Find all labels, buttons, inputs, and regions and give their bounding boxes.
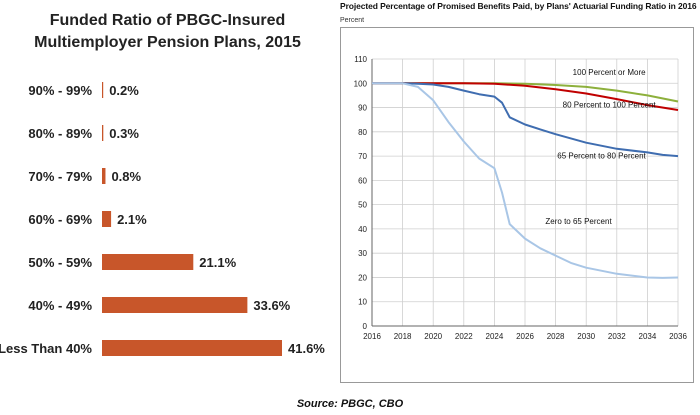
series-label-65-to-80-percent: 65 Percent to 80 Percent <box>557 152 646 161</box>
series-line-65-to-80-percent <box>372 82 679 158</box>
y-tick-label: 10 <box>358 298 367 307</box>
y-tick-label: 80 <box>358 128 367 137</box>
bar <box>102 168 106 184</box>
x-tick-label: 2026 <box>516 332 534 341</box>
x-tick-label: 2036 <box>669 332 687 341</box>
y-tick-label: 50 <box>358 201 367 210</box>
x-tick-label: 2022 <box>455 332 473 341</box>
bar <box>102 254 194 270</box>
x-tick-label: 2034 <box>639 332 657 341</box>
line-chart-y-axis-label: Percent <box>340 17 365 24</box>
bar-category-label: 80% - 89% <box>28 126 92 141</box>
series-label-100-percent-or-more: 100 Percent or More <box>573 68 646 77</box>
bar <box>102 82 104 98</box>
x-tick-label: 2030 <box>577 332 595 341</box>
bar <box>102 340 282 356</box>
bar-chart-title-line2: Multiemployer Pension Plans, 2015 <box>34 34 301 51</box>
y-tick-label: 90 <box>358 104 367 113</box>
series-line-zero-to-65-percent <box>372 82 679 279</box>
bar-category-label: 90% - 99% <box>28 83 92 98</box>
bar-value-label: 0.3% <box>109 126 139 141</box>
x-tick-label: 2020 <box>424 332 442 341</box>
bar-category-label: 70% - 79% <box>28 169 92 184</box>
bar-category-label: Less Than 40% <box>0 341 92 356</box>
funded-ratio-bar-chart: 90% - 99% 0.2% 80% - 89% 0.3% 70% - 79% 0.8% 6… <box>0 82 325 356</box>
x-tick-label: 2032 <box>608 332 626 341</box>
source-note: Source: PBGC, CBO <box>296 398 404 410</box>
x-tick-label: 2018 <box>394 332 412 341</box>
y-tick-label: 60 <box>358 176 367 185</box>
bar-value-label: 2.1% <box>117 212 147 227</box>
bar-chart-title: Funded Ratio of PBGC-Insured Multiemploy… <box>0 10 335 54</box>
bar-category-label: 40% - 49% <box>28 298 92 313</box>
bar-chart-title-line1: Funded Ratio of PBGC-Insured <box>49 12 286 29</box>
x-tick-label: 2028 <box>547 332 565 341</box>
bar-category-label: 50% - 59% <box>28 255 92 270</box>
y-tick-label: 70 <box>358 152 367 161</box>
y-tick-label: 100 <box>354 79 368 88</box>
series-label-zero-to-65-percent: Zero to 65 Percent <box>545 217 612 226</box>
line-chart-frame <box>340 27 694 383</box>
bar <box>102 297 248 313</box>
y-tick-label: 40 <box>358 225 367 234</box>
y-tick-label: 20 <box>358 273 367 282</box>
bar-value-label: 0.8% <box>111 169 141 184</box>
y-tick-label: 110 <box>354 55 367 64</box>
y-tick-label: 30 <box>358 249 367 258</box>
series-label-80-to-100-percent: 80 Percent to 100 Percent <box>563 101 657 110</box>
bar-value-label: 21.1% <box>199 255 236 270</box>
y-tick-label: 0 <box>363 322 368 331</box>
bar <box>102 125 104 141</box>
bar-value-label: 41.6% <box>288 341 325 356</box>
bar-value-label: 33.6% <box>253 298 290 313</box>
x-tick-label: 2016 <box>363 332 381 341</box>
line-chart-title: Projected Percentage of Promised Benefit… <box>340 1 697 11</box>
bar-category-label: 60% - 69% <box>28 212 92 227</box>
bar-value-label: 0.2% <box>109 83 139 98</box>
x-tick-label: 2024 <box>486 332 504 341</box>
bar <box>102 211 112 227</box>
